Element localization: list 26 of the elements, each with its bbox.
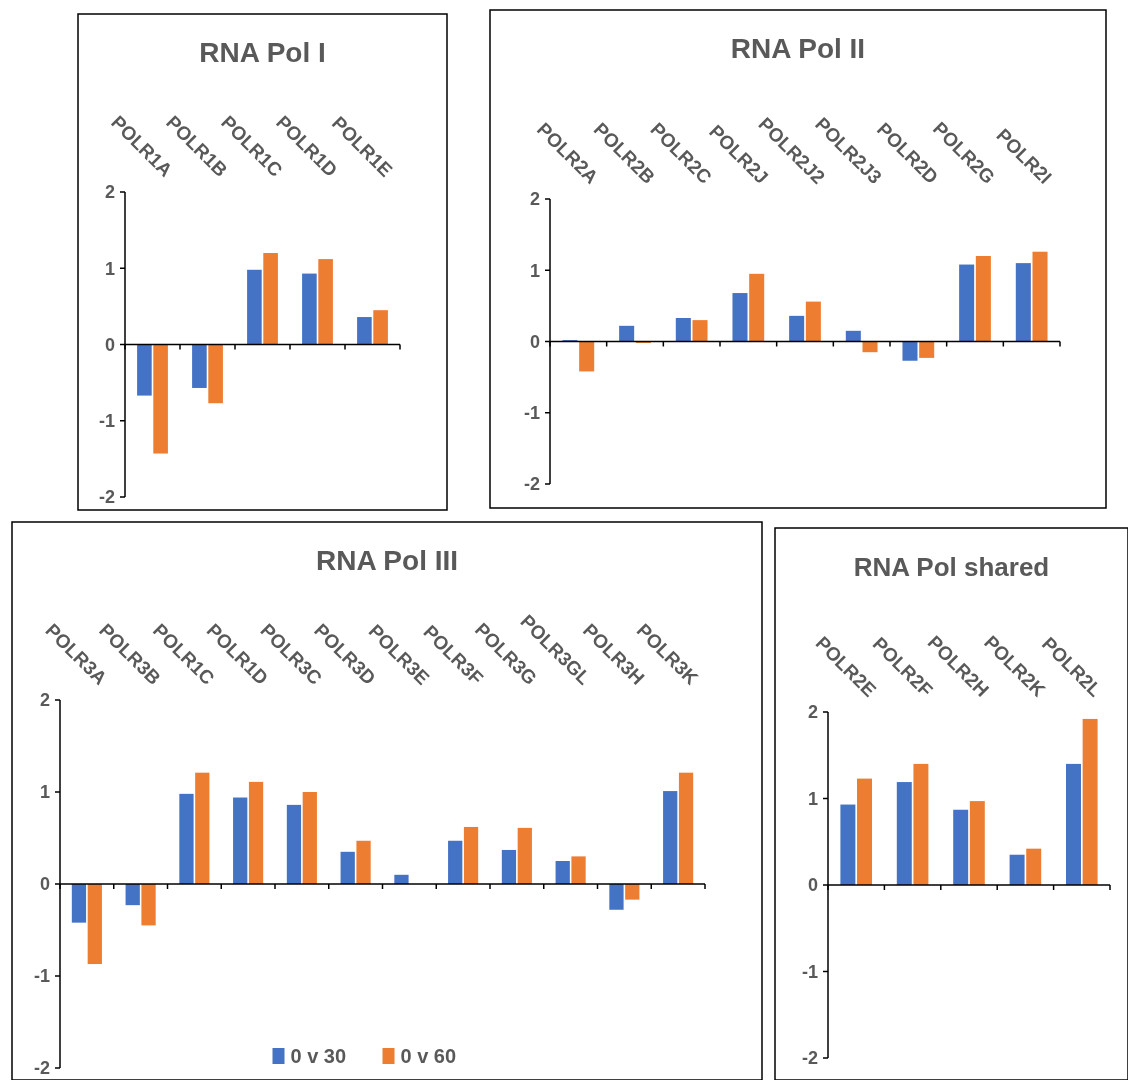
chart-title: RNA Pol III bbox=[315, 545, 459, 576]
y-tick-label: 0 bbox=[529, 331, 540, 352]
y-tick-label: -2 bbox=[98, 487, 115, 508]
y-tick-label: 0 bbox=[807, 875, 818, 896]
chart-title: RNA Pol II bbox=[730, 33, 866, 64]
y-tick-label: -2 bbox=[801, 1048, 818, 1069]
y-tick-label: -1 bbox=[801, 961, 818, 982]
y-tick-label: 1 bbox=[104, 258, 115, 279]
y-tick-label: -2 bbox=[523, 474, 540, 495]
y-tick-label: -1 bbox=[523, 403, 540, 424]
y-tick-label: -1 bbox=[98, 411, 115, 432]
legend-label: 0 v 30 bbox=[290, 1045, 347, 1067]
chart-title: RNA Pol I bbox=[199, 37, 326, 68]
y-tick-label: 2 bbox=[807, 702, 818, 723]
y-tick-label: 2 bbox=[104, 182, 115, 203]
y-tick-label: 2 bbox=[529, 189, 540, 210]
y-tick-label: 1 bbox=[807, 788, 818, 809]
y-tick-label: 0 bbox=[104, 334, 115, 355]
chart-title: RNA Pol shared bbox=[853, 552, 1050, 582]
y-tick-label: 1 bbox=[529, 260, 540, 281]
y-tick-label: 0 bbox=[39, 874, 50, 895]
y-tick-label: 2 bbox=[39, 690, 50, 711]
y-tick-label: -2 bbox=[33, 1058, 50, 1079]
y-tick-label: -1 bbox=[33, 966, 50, 987]
legend-label: 0 v 60 bbox=[400, 1045, 457, 1067]
y-tick-label: 1 bbox=[39, 782, 50, 803]
